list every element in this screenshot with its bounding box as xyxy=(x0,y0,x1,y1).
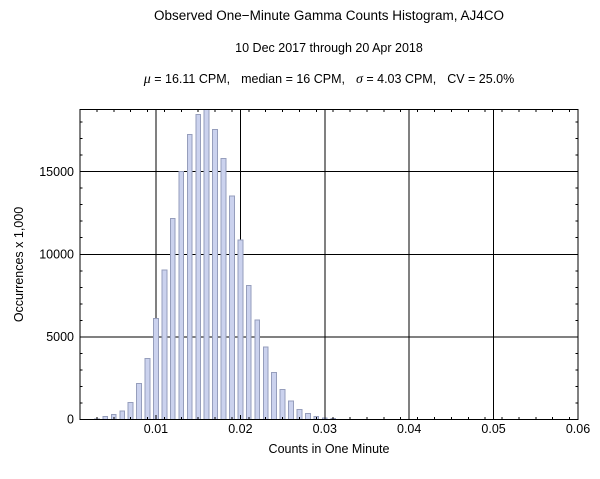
x-tick-label: 0.05 xyxy=(481,422,505,436)
histogram-bar xyxy=(195,113,202,420)
cv-value: CV = 25.0% xyxy=(447,72,515,86)
y-tick-label: 10000 xyxy=(39,247,74,261)
stats-line: μ = 16.11 CPM, median = 16 CPM, σ = 4.03 C… xyxy=(80,72,578,88)
histogram-bar xyxy=(144,357,151,421)
x-axis-label: Counts in One Minute xyxy=(269,442,390,456)
histogram-bar xyxy=(279,388,286,421)
histogram-bar xyxy=(203,109,210,420)
x-tick-label: 0.03 xyxy=(313,422,337,436)
x-tick-label: 0.06 xyxy=(566,422,590,436)
x-tick-label: 0.02 xyxy=(228,422,252,436)
y-tick-label: 15000 xyxy=(39,165,74,179)
mu-value: = 16.11 CPM, xyxy=(150,72,231,86)
y-tick-label: 5000 xyxy=(46,330,74,344)
chart-title: Observed One−Minute Gamma Counts Histogr… xyxy=(153,8,505,23)
histogram-bar xyxy=(304,413,311,421)
histogram-bar xyxy=(288,400,294,420)
histogram-bar xyxy=(220,157,227,421)
histogram-bar xyxy=(237,239,244,420)
chart-subtitle: 10 Dec 2017 through 20 Apr 2018 xyxy=(235,41,423,55)
histogram-bar xyxy=(254,319,261,421)
histogram-bar xyxy=(271,372,278,420)
histogram-bar xyxy=(186,133,193,420)
x-tick-label: 0.04 xyxy=(397,422,421,436)
histogram-bar xyxy=(119,410,126,421)
sigma-value: = 4.03 CPM, xyxy=(362,72,437,86)
sigma-symbol: σ xyxy=(355,72,363,87)
histogram-bar xyxy=(178,171,185,420)
histogram-bar xyxy=(153,317,159,420)
y-axis-label: Occurrences x 1,000 xyxy=(12,207,26,322)
median-value: median = 16 CPM, xyxy=(241,72,345,86)
histogram-bar xyxy=(262,346,269,420)
mu-symbol: μ xyxy=(143,72,151,87)
histogram-bar xyxy=(127,402,134,420)
histogram-bar xyxy=(169,217,176,420)
histogram-bar xyxy=(212,128,218,420)
y-tick-label: 0 xyxy=(67,413,74,427)
histogram-bar xyxy=(136,382,142,421)
histogram-bar xyxy=(229,195,235,420)
histogram-bar xyxy=(245,284,252,420)
x-tick-label: 0.01 xyxy=(144,422,168,436)
plot-frame xyxy=(79,109,579,420)
histogram-bar xyxy=(161,269,168,420)
